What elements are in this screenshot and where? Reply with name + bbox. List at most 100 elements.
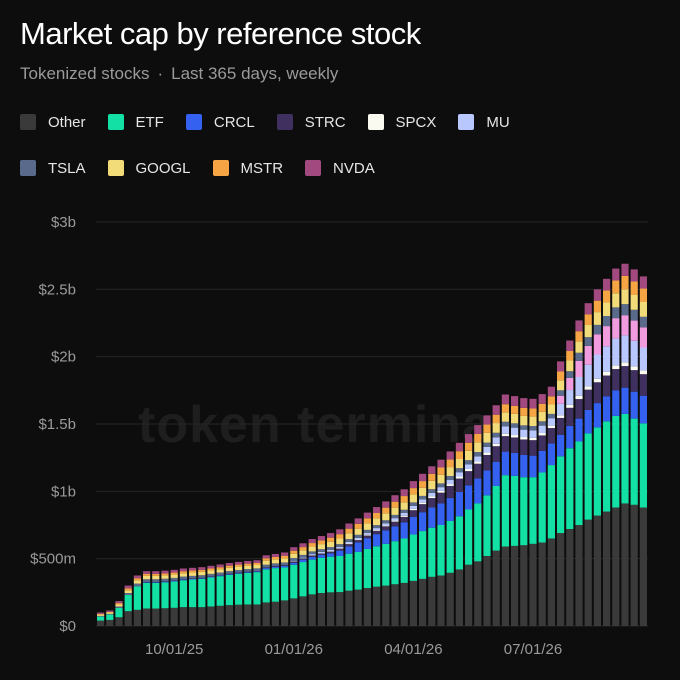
bar-segment-tsla[interactable] xyxy=(566,371,574,378)
bar-segment-spcx[interactable] xyxy=(437,490,445,493)
bar-segment-crcl[interactable] xyxy=(290,562,298,565)
bar-segment-nvda[interactable] xyxy=(501,394,509,405)
bar-segment-tsla[interactable] xyxy=(557,390,565,396)
bar-segment-nvda[interactable] xyxy=(630,269,638,282)
bar-segment-nvda[interactable] xyxy=(437,459,445,468)
bar-segment-nvda[interactable] xyxy=(511,396,519,406)
bar-segment-crcl[interactable] xyxy=(639,395,647,424)
bar-segment-tsla[interactable] xyxy=(124,593,132,596)
bar-segment-mstr[interactable] xyxy=(170,572,178,575)
bar-segment-etf[interactable] xyxy=(327,556,335,593)
bar-segment-tsla[interactable] xyxy=(152,579,160,582)
bar-segment-nvda[interactable] xyxy=(492,405,500,415)
bar-segment-mstr[interactable] xyxy=(336,534,344,539)
bar-segment-etf[interactable] xyxy=(345,553,353,591)
bar-segment-nvda[interactable] xyxy=(97,612,105,614)
bar-segment-tsla[interactable] xyxy=(271,563,279,567)
bar-segment-spcx[interactable] xyxy=(529,437,537,441)
bar-segment-spcx[interactable] xyxy=(538,433,546,436)
bar-segment-mstr[interactable] xyxy=(547,396,555,405)
bar-segment-other[interactable] xyxy=(529,543,537,626)
bar-segment-nvda[interactable] xyxy=(170,569,178,573)
bar-segment-tsla[interactable] xyxy=(584,337,592,346)
bar-segment-crcl[interactable] xyxy=(483,470,491,496)
bar-segment-crcl[interactable] xyxy=(437,503,445,525)
bar-segment-mu[interactable] xyxy=(391,518,399,521)
bar-segment-strc[interactable] xyxy=(391,521,399,527)
bar-segment-mu[interactable] xyxy=(437,487,445,491)
bar-segment-googl[interactable] xyxy=(317,544,325,550)
bar-segment-strc[interactable] xyxy=(400,516,408,523)
bar-segment-mstr[interactable] xyxy=(354,523,362,529)
bar-segment-etf[interactable] xyxy=(363,548,371,589)
bar-segment-mstr[interactable] xyxy=(152,573,160,576)
bar-segment-unlabeled[interactable] xyxy=(593,334,601,355)
bar-segment-spcx[interactable] xyxy=(327,551,335,552)
bar-segment-other[interactable] xyxy=(327,592,335,626)
bar-segment-spcx[interactable] xyxy=(547,425,555,429)
bar-segment-tsla[interactable] xyxy=(327,547,335,550)
bar-segment-nvda[interactable] xyxy=(373,507,381,514)
bar-segment-tsla[interactable] xyxy=(639,316,647,328)
bar-segment-nvda[interactable] xyxy=(308,539,316,544)
bar-segment-nvda[interactable] xyxy=(115,601,123,604)
bar-segment-mu[interactable] xyxy=(612,338,620,366)
bar-segment-other[interactable] xyxy=(262,602,270,626)
bar-segment-nvda[interactable] xyxy=(593,289,601,301)
bar-segment-mstr[interactable] xyxy=(262,558,270,561)
bar-segment-tsla[interactable] xyxy=(106,613,114,615)
bar-segment-strc[interactable] xyxy=(455,478,463,493)
bar-segment-googl[interactable] xyxy=(419,487,427,496)
bar-segment-mu[interactable] xyxy=(483,446,491,453)
bar-segment-nvda[interactable] xyxy=(299,543,307,548)
bar-segment-tsla[interactable] xyxy=(262,564,270,568)
bar-segment-crcl[interactable] xyxy=(511,452,519,476)
bar-segment-tsla[interactable] xyxy=(115,606,123,608)
bar-segment-mstr[interactable] xyxy=(557,371,565,381)
bar-segment-tsla[interactable] xyxy=(290,557,298,561)
bar-segment-googl[interactable] xyxy=(106,612,114,614)
bar-segment-etf[interactable] xyxy=(603,421,611,512)
bar-segment-etf[interactable] xyxy=(124,595,132,612)
bar-segment-etf[interactable] xyxy=(207,577,215,607)
bar-segment-crcl[interactable] xyxy=(152,582,160,583)
bar-segment-nvda[interactable] xyxy=(124,585,132,589)
bar-segment-unlabeled[interactable] xyxy=(575,360,583,377)
legend-item-other[interactable]: Other xyxy=(20,113,86,131)
bar-segment-nvda[interactable] xyxy=(474,425,482,434)
bar-segment-googl[interactable] xyxy=(446,467,454,476)
bar-segment-other[interactable] xyxy=(317,593,325,626)
bar-segment-other[interactable] xyxy=(566,529,574,626)
bar-segment-other[interactable] xyxy=(189,607,197,626)
bar-segment-tsla[interactable] xyxy=(97,615,105,617)
bar-segment-mu[interactable] xyxy=(584,364,592,387)
bar-segment-mstr[interactable] xyxy=(207,568,215,571)
bar-segment-tsla[interactable] xyxy=(189,575,197,579)
bar-segment-tsla[interactable] xyxy=(373,525,381,529)
bar-segment-other[interactable] xyxy=(419,578,427,626)
bar-segment-nvda[interactable] xyxy=(584,303,592,315)
bar-segment-nvda[interactable] xyxy=(143,571,151,574)
bar-segment-mstr[interactable] xyxy=(235,564,243,567)
bar-segment-etf[interactable] xyxy=(465,509,473,565)
bar-segment-other[interactable] xyxy=(216,605,224,626)
bar-segment-googl[interactable] xyxy=(345,533,353,540)
bar-segment-strc[interactable] xyxy=(290,561,298,563)
legend-item-googl[interactable]: GOOGL xyxy=(107,159,191,177)
bar-segment-crcl[interactable] xyxy=(225,574,233,575)
bar-segment-etf[interactable] xyxy=(143,582,151,609)
bar-segment-crcl[interactable] xyxy=(317,554,325,558)
bar-segment-etf[interactable] xyxy=(557,456,565,534)
bar-segment-tsla[interactable] xyxy=(547,413,555,419)
bar-segment-nvda[interactable] xyxy=(621,263,629,276)
bar-segment-nvda[interactable] xyxy=(363,512,371,519)
bar-segment-mstr[interactable] xyxy=(409,488,417,495)
bar-segment-tsla[interactable] xyxy=(179,576,187,580)
bar-segment-crcl[interactable] xyxy=(446,498,454,521)
bar-segment-crcl[interactable] xyxy=(529,455,537,478)
bar-segment-crcl[interactable] xyxy=(373,534,381,547)
bar-segment-etf[interactable] xyxy=(621,413,629,504)
bar-segment-other[interactable] xyxy=(363,588,371,626)
bar-segment-etf[interactable] xyxy=(474,503,482,562)
bar-segment-etf[interactable] xyxy=(290,564,298,599)
